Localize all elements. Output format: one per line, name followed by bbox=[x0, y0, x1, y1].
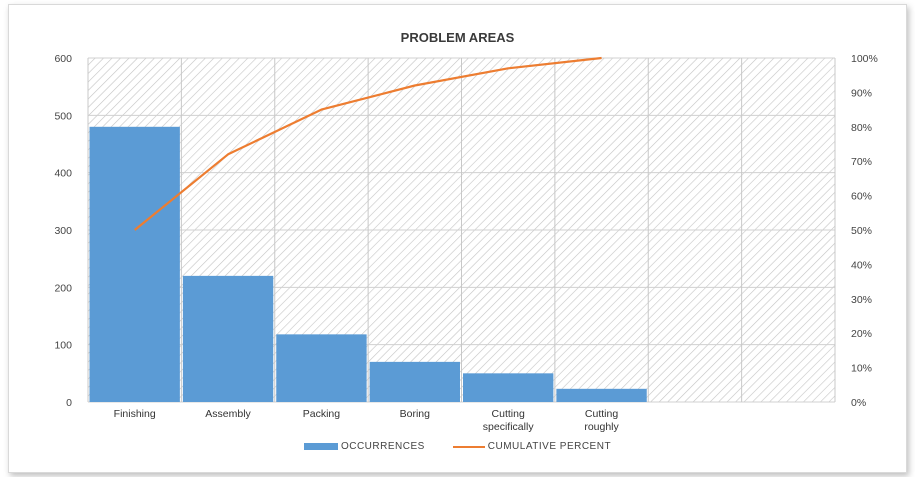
x-tick-label: Cutting roughly bbox=[584, 408, 619, 433]
y-right-tick-label: 100% bbox=[851, 53, 878, 65]
y-right-tick-label: 70% bbox=[851, 156, 872, 168]
legend-swatch-occurrences bbox=[303, 443, 338, 450]
y-left-tick-label: 100 bbox=[54, 340, 72, 352]
x-tick-label: Boring bbox=[400, 408, 431, 420]
legend-swatch-cumulative bbox=[452, 445, 485, 448]
x-tick-label: Cutting specifically bbox=[483, 408, 535, 433]
bar bbox=[556, 388, 647, 402]
y-right-tick-label: 0% bbox=[851, 397, 866, 409]
y-right-tick-label: 90% bbox=[851, 87, 872, 99]
chart-legend: OCCURRENCES CUMULATIVE PERCENT bbox=[0, 441, 915, 452]
bar bbox=[182, 275, 274, 402]
y-left-tick-label: 200 bbox=[54, 282, 72, 294]
bar bbox=[463, 373, 554, 402]
y-right-tick-label: 30% bbox=[851, 294, 872, 306]
bar bbox=[276, 334, 367, 402]
legend-label-occurrences: OCCURRENCES bbox=[340, 441, 425, 452]
y-right-tick-label: 80% bbox=[851, 122, 872, 134]
x-tick-label: Finishing bbox=[114, 408, 156, 420]
x-tick-label: Packing bbox=[303, 408, 341, 420]
bar bbox=[89, 126, 180, 403]
y-right-tick-label: 10% bbox=[851, 363, 872, 375]
y-left-tick-label: 400 bbox=[54, 168, 72, 180]
cumulative-line bbox=[134, 56, 602, 231]
y-right-tick-label: 40% bbox=[851, 259, 872, 271]
x-tick-label: Assembly bbox=[205, 408, 251, 420]
y-left-tick-label: 500 bbox=[54, 110, 72, 122]
y-right-tick-label: 20% bbox=[851, 328, 872, 340]
legend-label-cumulative: CUMULATIVE PERCENT bbox=[487, 441, 612, 452]
y-left-tick-label: 600 bbox=[54, 53, 72, 65]
legend-item-occurrences: OCCURRENCES bbox=[303, 441, 425, 452]
bar bbox=[369, 361, 460, 402]
y-left-tick-label: 0 bbox=[66, 397, 72, 409]
legend-item-cumulative: CUMULATIVE PERCENT bbox=[452, 441, 612, 452]
y-left-tick-label: 300 bbox=[54, 225, 72, 237]
y-right-tick-label: 50% bbox=[851, 225, 872, 237]
chart-title: PROBLEM AREAS bbox=[400, 30, 515, 45]
y-right-tick-label: 60% bbox=[851, 191, 872, 203]
